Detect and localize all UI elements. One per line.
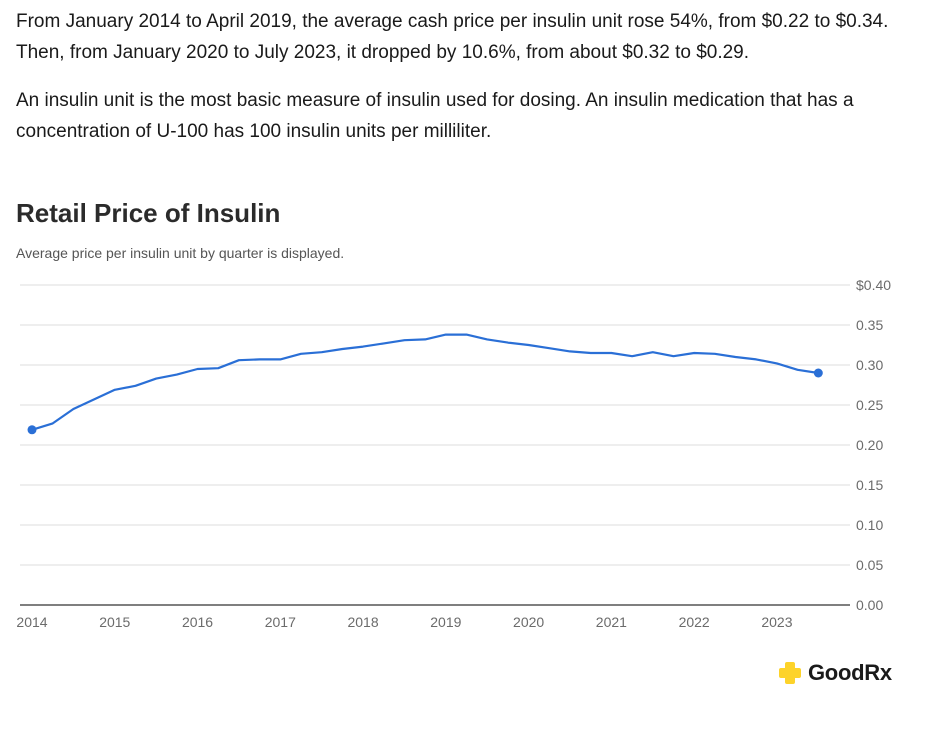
- x-tick-label: 2015: [99, 614, 130, 630]
- x-tick-label: 2019: [430, 614, 461, 630]
- series-layer: [27, 333, 823, 435]
- y-tick-label: 0.15: [856, 477, 883, 493]
- y-tick-label: 0.05: [856, 557, 883, 573]
- chart-title: Retail Price of Insulin: [16, 198, 281, 228]
- x-tick-label: 2017: [265, 614, 296, 630]
- intro-paragraph-2: An insulin unit is the most basic measur…: [16, 90, 854, 142]
- grid-lines: [20, 284, 850, 606]
- goodrx-plus-icon: [779, 662, 801, 684]
- end-point-marker: [813, 368, 823, 378]
- y-tick-label: $0.40: [856, 277, 891, 293]
- x-tick-label: 2021: [596, 614, 627, 630]
- y-tick-label: 0.25: [856, 397, 883, 413]
- x-tick-label: 2023: [761, 614, 792, 630]
- x-tick-label: 2014: [16, 614, 47, 630]
- start-point-marker: [27, 425, 37, 435]
- y-tick-label: 0.10: [856, 517, 883, 533]
- y-tick-label: 0.00: [856, 597, 883, 613]
- goodrx-wordmark: GoodRx: [808, 660, 892, 685]
- intro-paragraph-1: From January 2014 to April 2019, the ave…: [16, 11, 889, 63]
- chart-subtitle: Average price per insulin unit by quarte…: [16, 245, 345, 261]
- series-line: [30, 333, 820, 431]
- intro-text: From January 2014 to April 2019, the ave…: [16, 6, 916, 164]
- x-axis-ticks: 2014 2015 2016 2017 2018 2019 2020 2021 2022 2023: [16, 614, 792, 630]
- y-tick-label: 0.35: [856, 317, 883, 333]
- goodrx-logo: GoodRx: [778, 660, 892, 686]
- x-tick-label: 2018: [347, 614, 378, 630]
- y-axis-ticks: 0.00 0.05 0.10 0.15 0.20 0.25 0.30 0.35 $0.40: [856, 277, 891, 613]
- x-tick-label: 2020: [513, 614, 544, 630]
- x-tick-label: 2016: [182, 614, 213, 630]
- y-tick-label: 0.20: [856, 437, 883, 453]
- line-chart: 0.00 0.05 0.10 0.15 0.20 0.25 0.30 0.35 $0.40 20…: [16, 277, 891, 630]
- y-tick-label: 0.30: [856, 357, 883, 373]
- x-tick-label: 2022: [679, 614, 710, 630]
